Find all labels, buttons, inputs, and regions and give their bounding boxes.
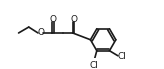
Text: Cl: Cl	[118, 52, 127, 61]
Text: O: O	[37, 28, 44, 37]
Text: O: O	[50, 15, 57, 24]
Text: Cl: Cl	[90, 61, 99, 69]
Text: O: O	[70, 15, 77, 24]
